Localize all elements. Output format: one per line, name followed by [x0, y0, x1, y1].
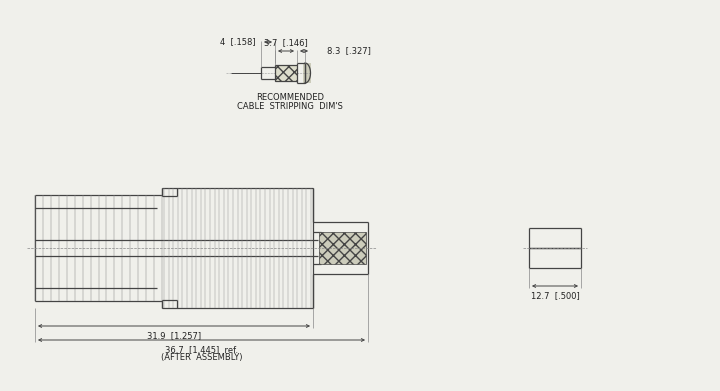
- Text: (AFTER  ASSEMBLY): (AFTER ASSEMBLY): [161, 353, 242, 362]
- Bar: [303, 63, 311, 83]
- Text: 4  [.158]: 4 [.158]: [220, 38, 256, 47]
- Text: CABLE  STRIPPING  DIM'S: CABLE STRIPPING DIM'S: [237, 102, 343, 111]
- Text: 31.9  [1.257]: 31.9 [1.257]: [147, 331, 201, 340]
- Bar: [319, 232, 366, 264]
- Text: 3.7  [.146]: 3.7 [.146]: [264, 38, 308, 47]
- Text: 12.7  [.500]: 12.7 [.500]: [531, 291, 580, 300]
- Text: 8.3  [.327]: 8.3 [.327]: [327, 47, 371, 56]
- Text: 36.7  [1.445]  ref.: 36.7 [1.445] ref.: [165, 345, 238, 354]
- Bar: [275, 65, 297, 81]
- Text: RECOMMENDED: RECOMMENDED: [256, 93, 324, 102]
